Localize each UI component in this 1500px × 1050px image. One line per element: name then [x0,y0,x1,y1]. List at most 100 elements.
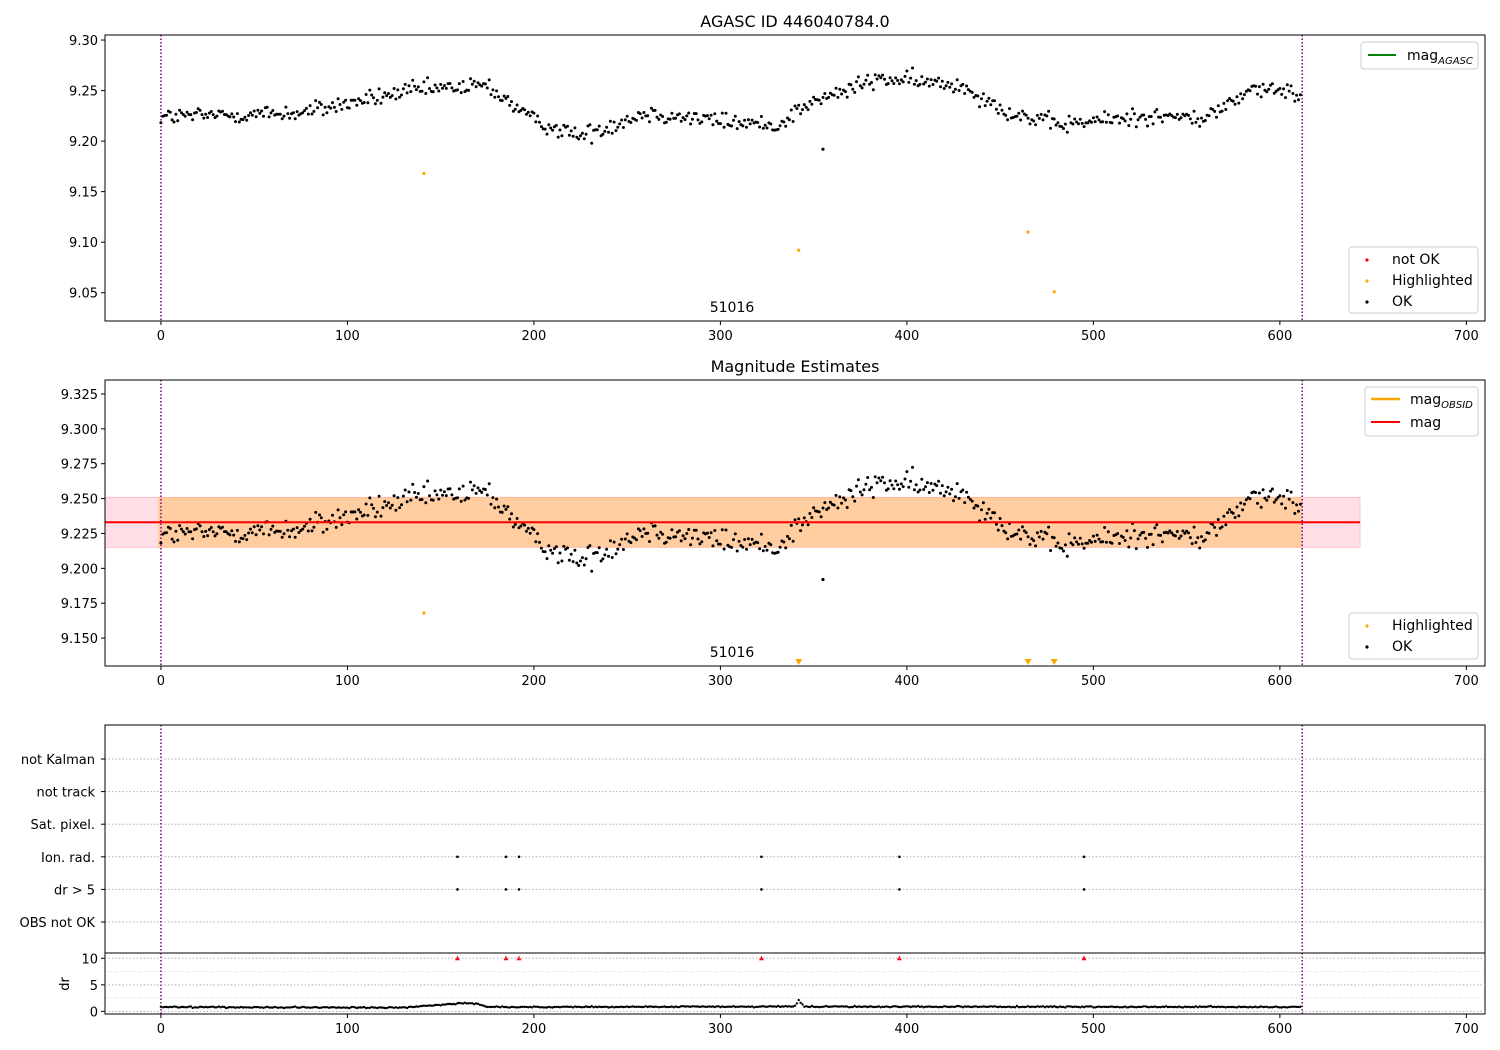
category-label: not Kalman [21,753,95,768]
dr-point [353,1006,357,1009]
ok-point [1090,540,1093,544]
dr-point [1056,1006,1060,1009]
dr-point [997,1005,1000,1009]
dr-point [598,1005,601,1008]
dr-point [458,1001,461,1005]
dr-point [497,1005,500,1009]
ok-point [1136,118,1140,122]
ok-point [202,535,206,538]
ok-point [683,537,687,541]
dr-point [626,1005,629,1008]
ok-point [1063,543,1067,547]
ok-point [450,86,454,90]
ok-point [892,82,896,85]
ok-point [758,547,762,551]
ok-point [344,98,348,102]
ok-point [595,128,599,132]
ok-point [243,115,247,119]
dr-point [937,1006,940,1009]
ok-point [646,114,650,118]
ok-point [416,85,420,89]
dr-point [1267,1006,1270,1009]
ok-point [1032,119,1036,123]
panel-magnitude-estimates: Magnitude Estimates 9.1509.1759.2009.225… [61,357,1486,689]
ok-point [1049,126,1052,130]
ok-point [601,557,605,561]
ok-point [1123,119,1127,123]
dr-point [1254,1005,1257,1008]
dr-point [1066,1005,1069,1008]
ok-point [981,92,985,96]
panel-agasc-frame [104,34,1486,322]
ok-point [1226,511,1230,515]
dr-point [1069,1005,1073,1008]
dr-point [441,1003,444,1006]
dr-point [721,1005,724,1008]
ok-point [629,121,633,124]
ok-point [1226,99,1230,103]
ok-point [398,95,402,99]
dr-point [206,1006,209,1009]
ok-point [996,528,1000,532]
dr-point [993,1005,996,1008]
ok-point [1047,525,1051,529]
ok-point [1203,119,1207,122]
ok-point [843,90,847,94]
ok-point [1216,104,1220,108]
ok-point [834,493,838,497]
ok-point [937,479,941,483]
dr-point [1198,1005,1201,1008]
dr-point [226,1006,230,1009]
ok-point [720,111,724,115]
ok-point [853,90,857,94]
ok-point [1026,116,1030,120]
dr-point [1060,1005,1063,1009]
ok-point [1298,502,1302,506]
ok-point [730,545,734,549]
ok-point [778,124,782,128]
legend-label-ok: OK [1392,294,1413,310]
ok-point [812,506,816,510]
dr-point [579,1005,582,1009]
ok-point [470,82,474,86]
ok-point [946,80,950,84]
dr-point [198,1005,202,1008]
dr-point [1082,1006,1086,1009]
ok-point [388,506,392,510]
dr-point [900,1005,903,1009]
dr-point [1248,1005,1252,1008]
ok-point [235,528,239,532]
panel-agasc-marks [159,35,1303,321]
ok-point [1228,97,1231,100]
dr-point [480,1004,483,1007]
dr-flag-marker [896,955,902,961]
ok-point [994,107,998,111]
ok-point [297,531,301,534]
ok-point [336,508,340,512]
ok-point [1062,127,1065,130]
dr-point [722,1005,726,1009]
dr-point [683,1005,687,1008]
ok-point [855,80,858,84]
dr-point [557,1005,560,1009]
dr-point [534,1005,537,1008]
dr-point [659,1005,662,1009]
dr-point [739,1005,743,1008]
dr-point [1170,1005,1173,1009]
ok-point [864,482,868,486]
ok-point [551,551,555,555]
y-tick-label: 5 [90,979,98,994]
highlighted-point [1052,290,1056,294]
dr-point [187,1005,191,1008]
ok-point [293,535,297,539]
ok-point [605,125,609,129]
dr-point [379,1006,383,1009]
ok-point [756,121,760,124]
dr-point [903,1005,907,1008]
dr-point [1131,1005,1134,1008]
dr-point [329,1006,332,1009]
ok-point [1134,547,1138,551]
ok-point [493,95,497,99]
ok-point [1298,93,1302,97]
